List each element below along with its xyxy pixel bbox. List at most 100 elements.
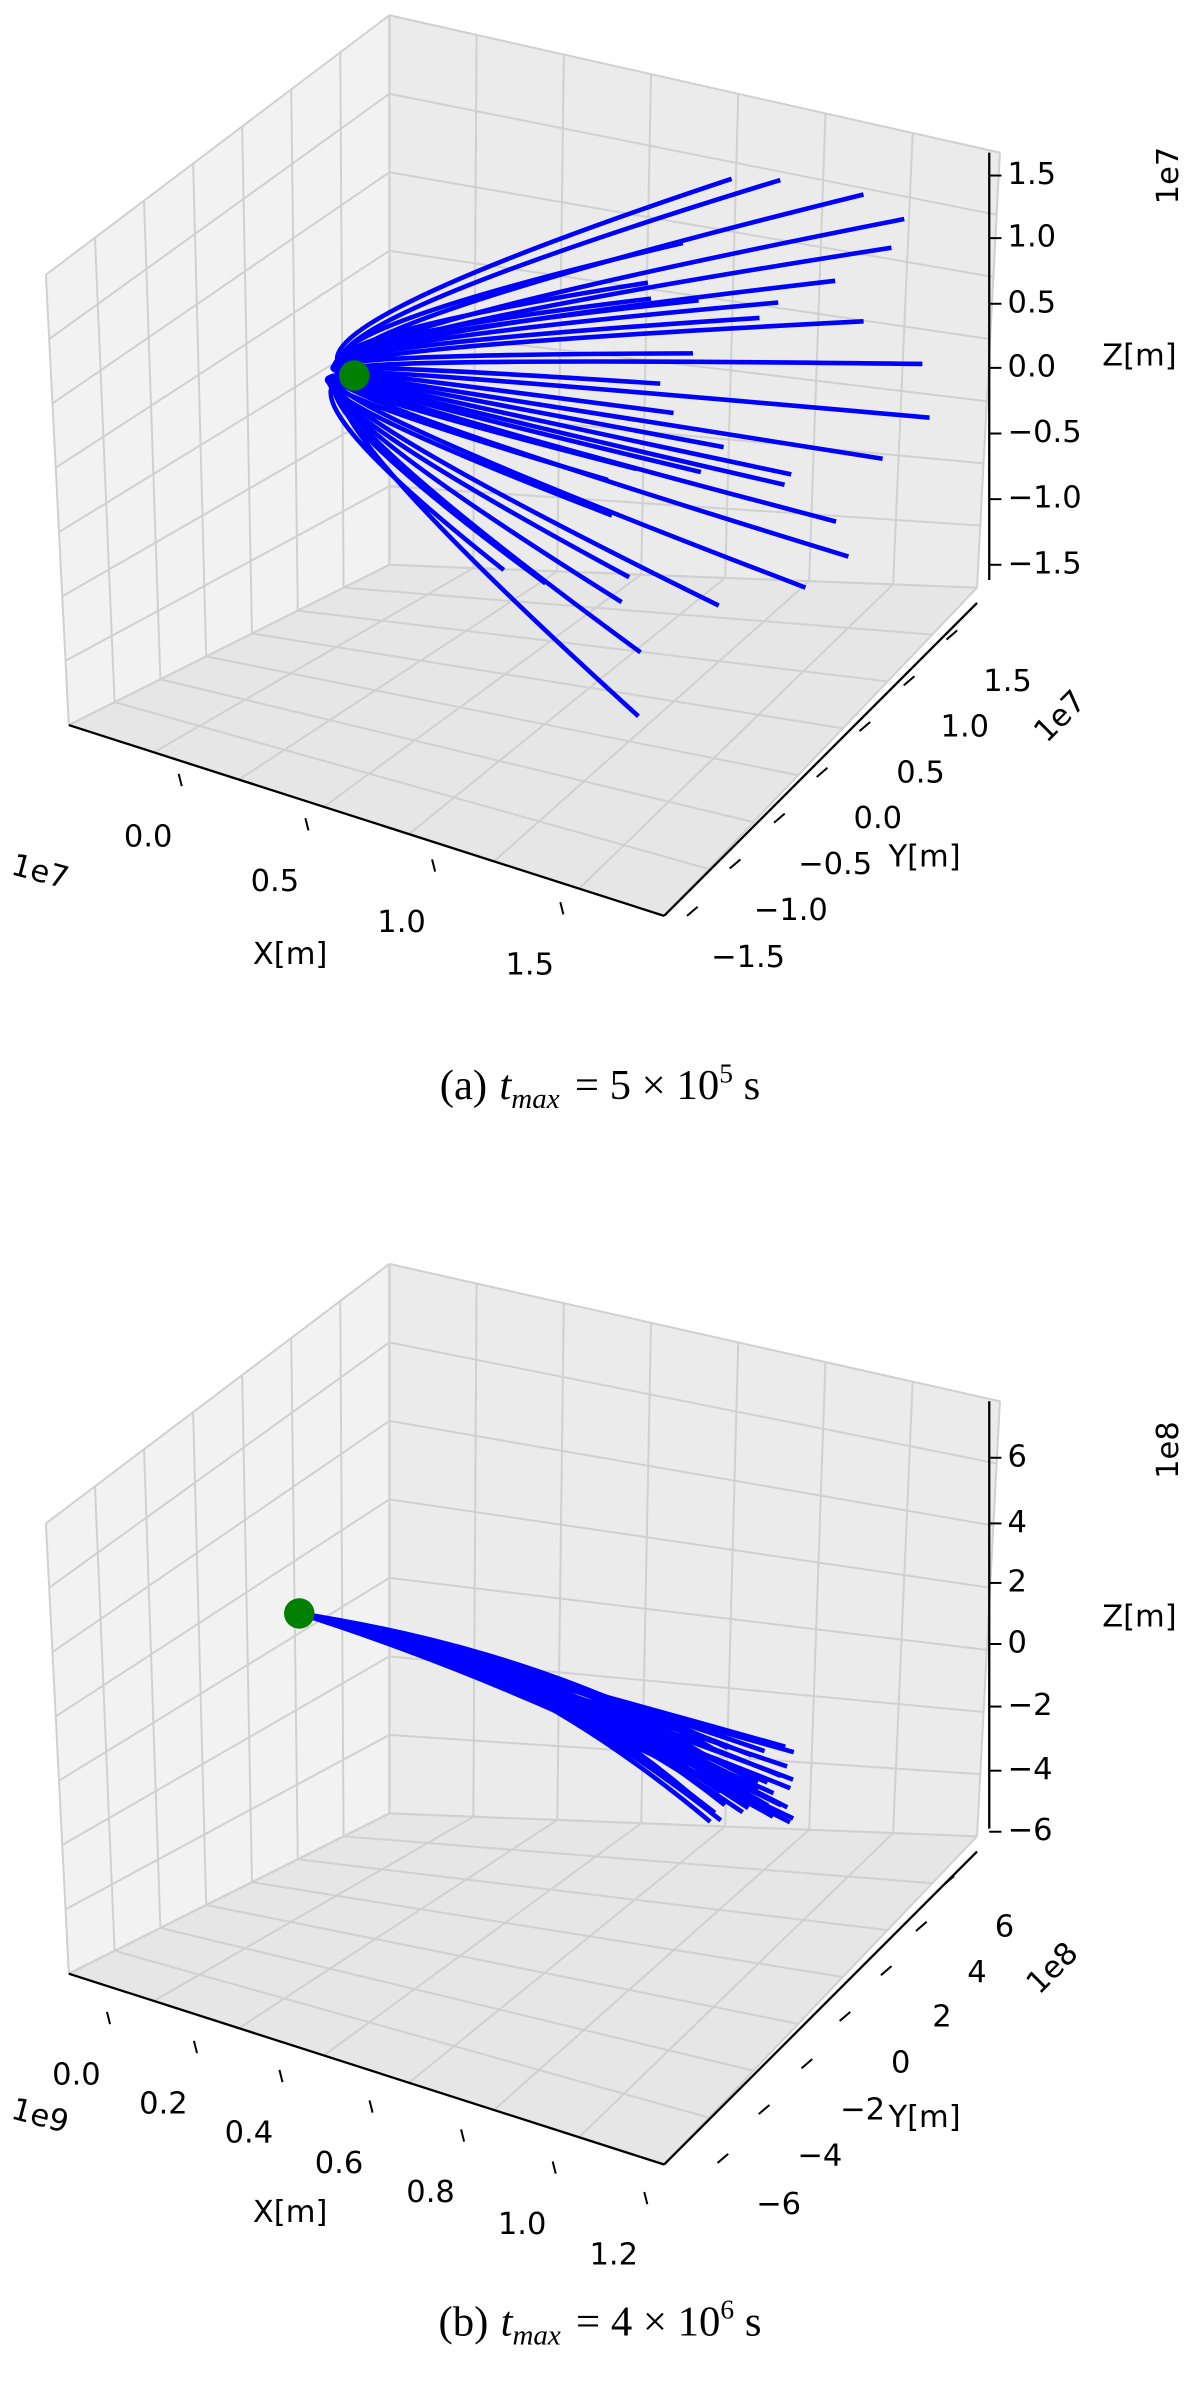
- y-tick: [729, 858, 742, 870]
- z-axis-label: Z[m]: [1102, 1600, 1176, 1635]
- y-tick: [800, 2058, 813, 2070]
- z-tick-label: 0.5: [1008, 285, 1057, 320]
- grid-line: [663, 586, 978, 917]
- grid-line: [153, 567, 474, 754]
- grid-line: [578, 583, 894, 890]
- grid-line: [160, 1926, 754, 2072]
- grid-line: [114, 701, 710, 870]
- grid-line: [251, 1881, 844, 1978]
- caption-part: (b): [439, 2298, 489, 2345]
- y-tick-label: 0: [891, 2045, 910, 2080]
- grid-line: [251, 632, 844, 730]
- caption-part: = 4 × 10: [576, 2298, 720, 2345]
- axis-line: [663, 602, 978, 917]
- grid-line: [389, 14, 1001, 154]
- x-tick-label: 0.4: [225, 2115, 274, 2150]
- left-pane: [45, 15, 390, 726]
- y-tick-label: 4: [967, 1955, 986, 1990]
- grid-line: [61, 1655, 390, 1846]
- floor-pane: [68, 564, 978, 916]
- x-tick: [368, 2100, 374, 2113]
- x-tick-label: 0.8: [406, 2175, 455, 2210]
- y-tick-label: −2: [840, 2093, 885, 2128]
- grid-line: [241, 126, 253, 634]
- y-tick-label: −1.5: [711, 940, 785, 975]
- grid-line: [44, 274, 70, 726]
- y-tick: [915, 1921, 928, 1932]
- grid-line: [408, 1825, 726, 2084]
- grid-line: [114, 1949, 710, 2119]
- x-tick: [551, 2161, 557, 2174]
- grid-line: [153, 1815, 474, 2002]
- y-axis-label: Y[m]: [887, 839, 960, 874]
- grid-line: [556, 1303, 565, 1820]
- y-tick: [942, 1875, 955, 1886]
- caption: (a) tmax = 5 × 105 s: [440, 1058, 761, 1115]
- grid-line: [51, 1420, 390, 1653]
- grid-line: [65, 485, 390, 662]
- start-point: [338, 360, 370, 391]
- x-tick-label: 1.0: [377, 905, 426, 940]
- grid-line: [48, 92, 390, 340]
- y-tick: [858, 721, 871, 732]
- y-offset: 1e7: [1028, 684, 1093, 749]
- grid-line: [192, 1412, 208, 1906]
- grid-line: [408, 577, 726, 835]
- z-offset: 1e7: [1151, 147, 1186, 205]
- z-tick-label: 4: [1008, 1505, 1027, 1540]
- y-tick-label: −1.0: [754, 893, 828, 928]
- grid-line: [48, 1341, 390, 1589]
- x-tick: [304, 817, 310, 831]
- caption-part: s: [745, 2298, 762, 2345]
- x-tick-label: 0.0: [124, 820, 173, 855]
- grid-line: [808, 113, 827, 582]
- caption-part: = 5 × 10: [575, 1062, 719, 1109]
- z-tick-label: 0: [1008, 1625, 1027, 1660]
- caption: (b) tmax = 4 × 106 s: [439, 2295, 762, 2352]
- grid-line: [493, 580, 810, 863]
- axis-line: [68, 1972, 665, 2166]
- grid-line: [343, 586, 933, 636]
- z-tick-label: 6: [1008, 1439, 1027, 1474]
- y-tick-label: 2: [932, 1999, 951, 2034]
- x-tick-label: 0.6: [315, 2146, 364, 2181]
- caption-part: max: [511, 1083, 559, 1115]
- x-offset: 1e9: [8, 2092, 73, 2141]
- y-tick: [945, 629, 958, 641]
- grid-line: [238, 1819, 558, 2030]
- caption-part: (a): [440, 1062, 487, 1109]
- caption-part: 6: [720, 2295, 734, 2325]
- y-tick-label: 0.0: [854, 801, 903, 836]
- x-tick-label: 0.5: [251, 864, 300, 899]
- y-tick-label: 1.5: [983, 664, 1032, 699]
- x-tick-label: 1.5: [506, 948, 555, 983]
- grid-line: [389, 171, 994, 278]
- x-axis-label: X[m]: [253, 937, 327, 972]
- z-tick-label: −1.5: [1008, 546, 1082, 581]
- x-tick: [177, 773, 183, 787]
- y-tick-label: 0.5: [896, 755, 945, 790]
- grid-line: [61, 406, 390, 598]
- grid-line: [389, 1812, 978, 1838]
- grid-line: [68, 563, 390, 726]
- trajectory: [326, 373, 613, 518]
- y-offset: 1e8: [1020, 1936, 1085, 2001]
- grid-line: [389, 1498, 991, 1589]
- grid-line: [389, 1419, 994, 1527]
- grid-line: [290, 1338, 299, 1860]
- caption-part: s: [744, 1062, 761, 1109]
- y-tick: [816, 767, 829, 778]
- grid-line: [297, 1858, 888, 1932]
- x-tick-label: 0.0: [52, 2057, 101, 2092]
- x-axis-label: X[m]: [253, 2195, 327, 2230]
- z-offset: 1e8: [1151, 1421, 1186, 1479]
- grid-line: [55, 249, 390, 469]
- grid-line: [339, 52, 345, 588]
- grid-line: [160, 678, 754, 824]
- x-tick-label: 0.2: [139, 2086, 188, 2121]
- caption-part: t: [501, 2298, 514, 2345]
- grid-line: [93, 237, 116, 703]
- x-tick-label: 1.0: [498, 2207, 547, 2242]
- y-axis-label: Y[m]: [887, 2100, 960, 2135]
- y-tick: [773, 812, 786, 824]
